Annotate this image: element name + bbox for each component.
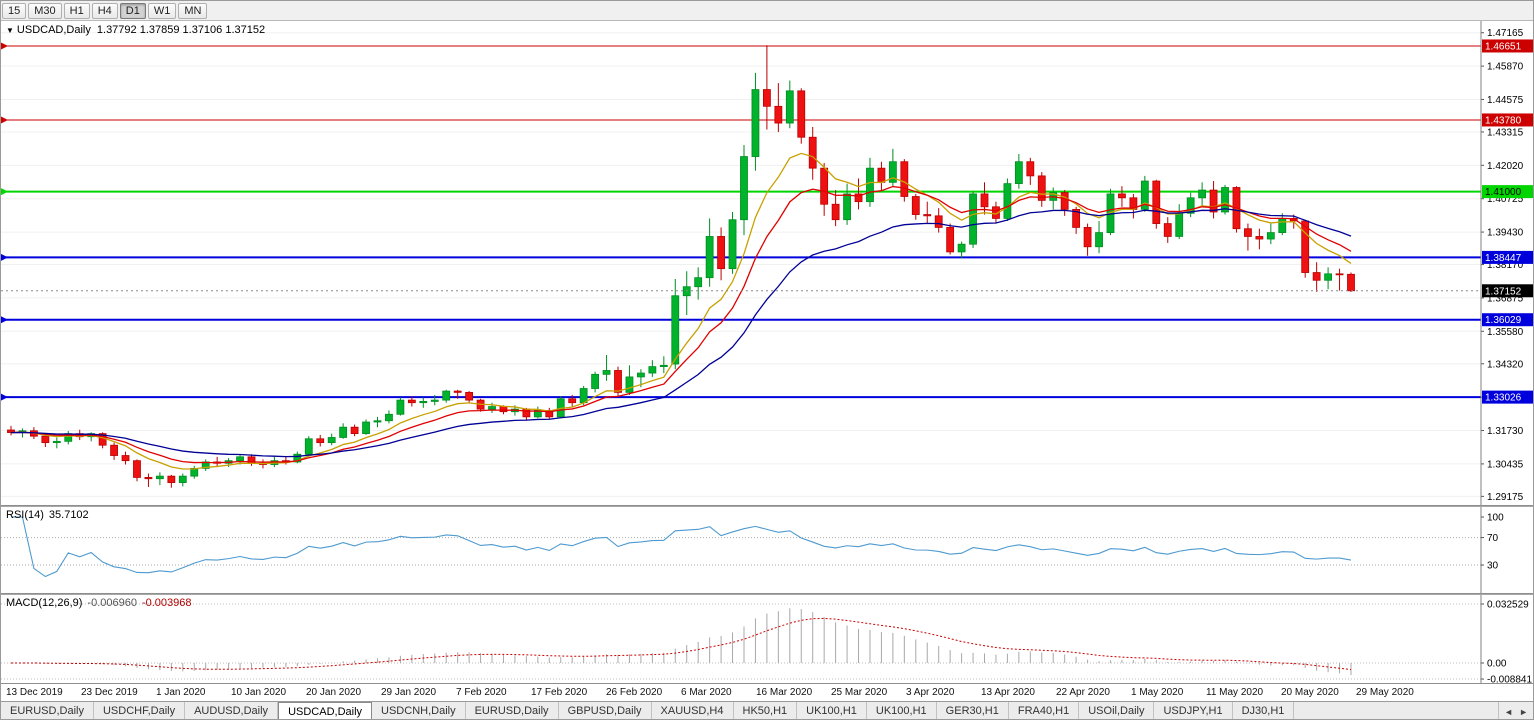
macd-main-value: -0.006960 [87,597,137,609]
date-label: 17 Feb 2020 [531,687,588,698]
svg-text:1.31730: 1.31730 [1487,426,1524,437]
date-label: 1 Jan 2020 [156,687,206,698]
svg-text:100: 100 [1487,513,1504,524]
date-label: 20 Jan 2020 [306,687,362,698]
chart-tab-usoil-daily[interactable]: USOil,Daily [1079,702,1155,719]
chart-tab-usdjpy-h1[interactable]: USDJPY,H1 [1154,702,1233,719]
svg-text:1.35580: 1.35580 [1487,327,1524,338]
svg-text:1.38170: 1.38170 [1487,260,1524,271]
svg-text:1.38447: 1.38447 [1485,253,1522,264]
date-label: 7 Feb 2020 [456,687,507,698]
svg-text:0.032529: 0.032529 [1487,600,1529,611]
chart-tab-xauusd-h4[interactable]: XAUUSD,H4 [652,702,734,719]
chart-tab-audusd-daily[interactable]: AUDUSD,Daily [185,702,279,719]
chart-tab-usdcad-daily[interactable]: USDCAD,Daily [278,702,373,719]
chart-tab-usdcnh-daily[interactable]: USDCNH,Daily [372,702,466,719]
svg-text:1.41000: 1.41000 [1485,187,1522,198]
svg-text:1.44575: 1.44575 [1487,95,1524,106]
macd-panel: 0.032529 0.00 -0.008841 MACD(12,26,9) -0.00… [1,595,1533,683]
svg-text:1.39430: 1.39430 [1487,228,1524,239]
svg-text:1.29175: 1.29175 [1487,492,1524,503]
chart-tab-dj30-h1[interactable]: DJ30,H1 [1233,702,1295,719]
price-chart-panel: 1.47165 1.45870 1.44575 1.43315 1.42020 1.407… [1,21,1533,505]
tab-navigation: ◄ ► [1498,702,1533,719]
timeframe-button-m30[interactable]: M30 [28,2,62,19]
macd-label: MACD(12,26,9) -0.006960 -0.003968 [6,597,192,609]
svg-text:1.34320: 1.34320 [1487,359,1524,370]
tab-scroll-right-icon[interactable]: ► [1519,706,1528,717]
panel-splitter[interactable] [1,593,1533,595]
chart-ohlc-values: 1.37792 1.37859 1.37106 1.37152 [96,24,266,36]
chart-tab-eurusd-daily[interactable]: EURUSD,Daily [466,702,559,719]
macd-svg[interactable]: 0.032529 0.00 -0.008841 [1,595,1533,683]
date-label: 29 May 2020 [1356,687,1414,698]
date-label: 13 Dec 2019 [6,687,63,698]
svg-text:1.43315: 1.43315 [1487,127,1524,138]
date-label: 10 Jan 2020 [231,687,287,698]
tabs-container: EURUSD,Daily USDCHF,Daily AUDUSD,Daily USDC… [1,702,1498,719]
timeframe-button-mn[interactable]: MN [178,2,208,19]
svg-text:1.33026: 1.33026 [1485,393,1522,404]
timeframe-button-d1[interactable]: D1 [119,2,146,19]
rsi-name: RSI(14) [6,509,44,521]
svg-text:1.47165: 1.47165 [1487,28,1524,39]
tab-scroll-left-icon[interactable]: ◄ [1504,706,1514,717]
svg-text:0.00: 0.00 [1487,659,1507,670]
date-label: 26 Feb 2020 [606,687,663,698]
timeframe-toolbar: 15 M30 H1 H4 D1 W1 MN [1,1,1533,21]
chart-tab-eurusd-daily[interactable]: EURUSD,Daily [1,702,94,719]
svg-text:1.45870: 1.45870 [1487,62,1524,73]
timeframe-button-w1[interactable]: W1 [147,2,177,19]
svg-text:70: 70 [1487,533,1499,544]
svg-text:1.30435: 1.30435 [1487,459,1524,470]
price-chart-svg[interactable]: 1.47165 1.45870 1.44575 1.43315 1.42020 1.407… [1,21,1533,505]
chart-tab-uk100-h1[interactable]: UK100,H1 [797,702,867,719]
svg-text:1.40725: 1.40725 [1487,194,1524,205]
chart-tab-gbpusd-daily[interactable]: GBPUSD,Daily [559,702,652,719]
svg-text:30: 30 [1487,561,1499,572]
rsi-svg[interactable]: 100 70 30 [1,507,1533,593]
svg-text:1.46651: 1.46651 [1485,41,1522,52]
panel-splitter[interactable] [1,505,1533,507]
date-label: 11 May 2020 [1206,687,1264,698]
macd-name: MACD(12,26,9) [6,597,83,609]
svg-text:1.42020: 1.42020 [1487,161,1524,172]
chart-tab-usdchf-daily[interactable]: USDCHF,Daily [94,702,186,719]
date-label: 25 Mar 2020 [831,687,888,698]
date-label: 3 Apr 2020 [906,687,955,698]
chevron-down-icon: ▼ [6,26,14,35]
date-label: 22 Apr 2020 [1056,687,1110,698]
date-label: 13 Apr 2020 [981,687,1035,698]
chart-symbol: USDCAD,Daily [16,24,91,36]
macd-signal-value: -0.003968 [141,597,192,609]
chart-tab-uk100-h1[interactable]: UK100,H1 [867,702,937,719]
chart-tabs-bar: EURUSD,Daily USDCHF,Daily AUDUSD,Daily USDC… [1,701,1533,719]
chart-tab-ger30-h1[interactable]: GER30,H1 [937,702,1009,719]
timeframe-button-h1[interactable]: H1 [63,2,90,19]
date-label: 16 Mar 2020 [756,687,813,698]
timeframe-button-15[interactable]: 15 [2,2,27,19]
chart-tab-hk50-h1[interactable]: HK50,H1 [734,702,798,719]
date-label: 23 Dec 2019 [81,687,138,698]
svg-text:1.37152: 1.37152 [1485,286,1522,297]
rsi-label: RSI(14) 35.7102 [6,509,89,521]
svg-text:1.36875: 1.36875 [1487,293,1524,304]
chart-title: ▼ USDCAD,Daily 1.37792 1.37859 1.37106 1.3… [6,24,265,36]
date-label: 29 Jan 2020 [381,687,437,698]
rsi-panel: 100 70 30 RSI(14) 35.7102 [1,507,1533,593]
chart-tab-fra40-h1[interactable]: FRA40,H1 [1009,702,1080,719]
date-label: 6 Mar 2020 [681,687,732,698]
svg-text:1.43780: 1.43780 [1485,115,1522,126]
svg-text:1.36029: 1.36029 [1485,315,1522,326]
date-label: 20 May 2020 [1281,687,1339,698]
date-label: 1 May 2020 [1131,687,1184,698]
date-axis: 13 Dec 2019 23 Dec 2019 1 Jan 2020 10 Jan 2… [1,683,1533,701]
svg-text:-0.008841: -0.008841 [1487,675,1532,683]
rsi-value: 35.7102 [48,509,89,521]
timeframe-button-h4[interactable]: H4 [91,2,118,19]
